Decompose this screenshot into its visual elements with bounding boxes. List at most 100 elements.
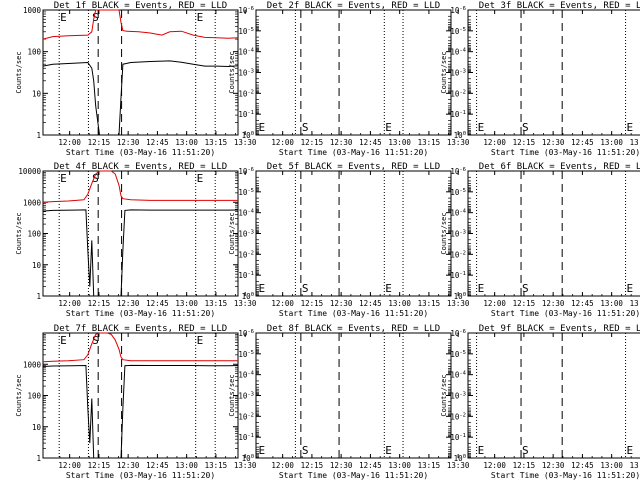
- x-tick-label: 12:15: [88, 299, 111, 308]
- x-tick-label: 13:30: [447, 138, 470, 147]
- y-tick-label: 100: [242, 292, 254, 301]
- x-tick-label: 12:30: [117, 299, 140, 308]
- y-axis-label: Counts/sec: [228, 51, 236, 93]
- lld-series-line: [42, 9, 239, 40]
- y-tick-label: 100: [27, 230, 41, 239]
- x-tick-label: 13:15: [630, 461, 640, 470]
- marker-e-letter: E: [478, 121, 485, 134]
- y-tick-label: 100: [454, 292, 466, 301]
- chart-title: Det 8f BLACK = Events, RED = LLD: [267, 324, 440, 334]
- lld-series-line: [42, 170, 238, 203]
- x-tick-label: 13:15: [418, 461, 441, 470]
- y-tick-label: 10-6: [450, 167, 466, 176]
- y-tick-label: 10-6: [450, 329, 466, 338]
- plot-frame: [255, 9, 452, 136]
- x-tick-label: 12:15: [513, 461, 536, 470]
- x-tick-label: 12:00: [483, 461, 506, 470]
- y-tick-label: 10-4: [450, 209, 466, 218]
- y-tick-label: 10-1: [238, 110, 254, 119]
- y-axis-label: Counts/sec: [15, 51, 23, 93]
- x-tick-label: 12:30: [542, 299, 565, 308]
- chart-panel-9: Det 9f BLACK = Events, RED = LLD Counts/s…: [440, 324, 640, 480]
- y-axis-label: Counts/sec: [15, 374, 23, 416]
- marker-e-letter: E: [385, 444, 392, 457]
- x-axis-label: Start Time (03-May-16 11:51:20): [491, 471, 640, 480]
- plot-frame: [467, 332, 640, 459]
- plot-frame: [42, 332, 239, 459]
- y-tick-label: 10-1: [450, 433, 466, 442]
- marker-s-letter: S: [522, 444, 529, 457]
- x-tick-label: 12:30: [117, 461, 140, 470]
- y-tick-label: 10-6: [450, 6, 466, 15]
- chart-panel-7: Det 7f BLACK = Events, RED = LLD Counts/s…: [15, 324, 257, 480]
- y-tick-label: 10-5: [238, 188, 254, 197]
- chart-title: Det 9f BLACK = Events, RED = LLD: [479, 324, 640, 334]
- chart-panel-3: Det 3f BLACK = Events, RED = LLD Counts/s…: [440, 1, 640, 157]
- x-tick-label: 13:00: [388, 138, 411, 147]
- x-tick-label: 12:15: [513, 138, 536, 147]
- x-tick-label: 13:15: [630, 299, 640, 308]
- chart-panel-8: Det 8f BLACK = Events, RED = LLD Counts/s…: [228, 324, 470, 480]
- chart-title: Det 6f BLACK = Events, RED = LLD: [479, 162, 640, 172]
- x-tick-label: 12:00: [271, 461, 294, 470]
- marker-s-letter: S: [92, 334, 99, 347]
- marker-s-letter: S: [522, 121, 529, 134]
- x-tick-label: 12:45: [571, 138, 594, 147]
- y-tick-label: 10-2: [450, 89, 466, 98]
- x-tick-label: 12:30: [542, 138, 565, 147]
- marker-e-letter: E: [627, 282, 634, 295]
- chart-panel-4: Det 4f BLACK = Events, RED = LLD Counts/s…: [15, 162, 257, 318]
- chart-title: Det 5f BLACK = Events, RED = LLD: [267, 162, 440, 172]
- y-tick-label: 10-4: [238, 209, 254, 218]
- marker-e-letter: E: [60, 172, 67, 185]
- y-tick-label: 10-5: [450, 350, 466, 359]
- plot-frame: [467, 9, 640, 136]
- x-tick-label: 12:00: [58, 299, 81, 308]
- y-tick-label: 10-1: [238, 433, 254, 442]
- y-tick-label: 1000: [23, 360, 42, 369]
- y-tick-label: 10-3: [238, 230, 254, 239]
- events-series-line: [42, 60, 239, 136]
- y-tick-label: 10-4: [238, 371, 254, 380]
- x-tick-label: 12:45: [146, 138, 169, 147]
- plot-frame: [255, 332, 452, 459]
- y-tick-label: 10-6: [238, 6, 254, 15]
- x-tick-label: 12:00: [58, 461, 81, 470]
- y-tick-label: 1: [36, 454, 41, 463]
- y-axis-label: Counts/sec: [440, 51, 448, 93]
- x-axis-label: Start Time (03-May-16 11:51:20): [491, 309, 640, 318]
- marker-s-letter: S: [302, 444, 309, 457]
- marker-e-letter: E: [627, 121, 634, 134]
- x-axis-label: Start Time (03-May-16 11:51:20): [66, 471, 215, 480]
- x-tick-label: 12:45: [571, 299, 594, 308]
- marker-e-letter: E: [197, 334, 204, 347]
- y-tick-label: 100: [27, 48, 41, 57]
- chart-panel-1: Det 1f BLACK = Events, RED = LLD Counts/s…: [15, 1, 257, 157]
- marker-s-letter: S: [302, 121, 309, 134]
- y-tick-label: 10-4: [450, 48, 466, 57]
- x-tick-label: 13:15: [205, 138, 228, 147]
- y-tick-label: 100: [27, 392, 41, 401]
- marker-e-letter: E: [627, 444, 634, 457]
- x-tick-label: 13:30: [447, 461, 470, 470]
- x-tick-label: 12:15: [88, 138, 111, 147]
- plot-frame: [255, 170, 452, 297]
- chart-title: Det 3f BLACK = Events, RED = LLD: [479, 1, 640, 11]
- x-tick-label: 13:15: [418, 299, 441, 308]
- y-axis-label: Counts/sec: [228, 374, 236, 416]
- marker-e-letter: E: [197, 11, 204, 24]
- y-tick-label: 10000: [18, 167, 41, 176]
- x-tick-label: 13:00: [175, 138, 198, 147]
- marker-s-letter: S: [92, 11, 99, 24]
- y-tick-label: 10-3: [450, 69, 466, 78]
- y-tick-label: 10-3: [238, 69, 254, 78]
- marker-e-letter: E: [259, 282, 266, 295]
- plot-frame: [42, 9, 239, 136]
- y-tick-label: 10-1: [238, 271, 254, 280]
- x-tick-label: 13:00: [600, 299, 623, 308]
- x-axis-label: Start Time (03-May-16 11:51:20): [279, 309, 428, 318]
- chart-panel-2: Det 2f BLACK = Events, RED = LLD Counts/s…: [228, 1, 470, 157]
- y-tick-label: 1: [36, 292, 41, 301]
- x-tick-label: 12:45: [359, 461, 382, 470]
- events-series-line: [42, 209, 239, 297]
